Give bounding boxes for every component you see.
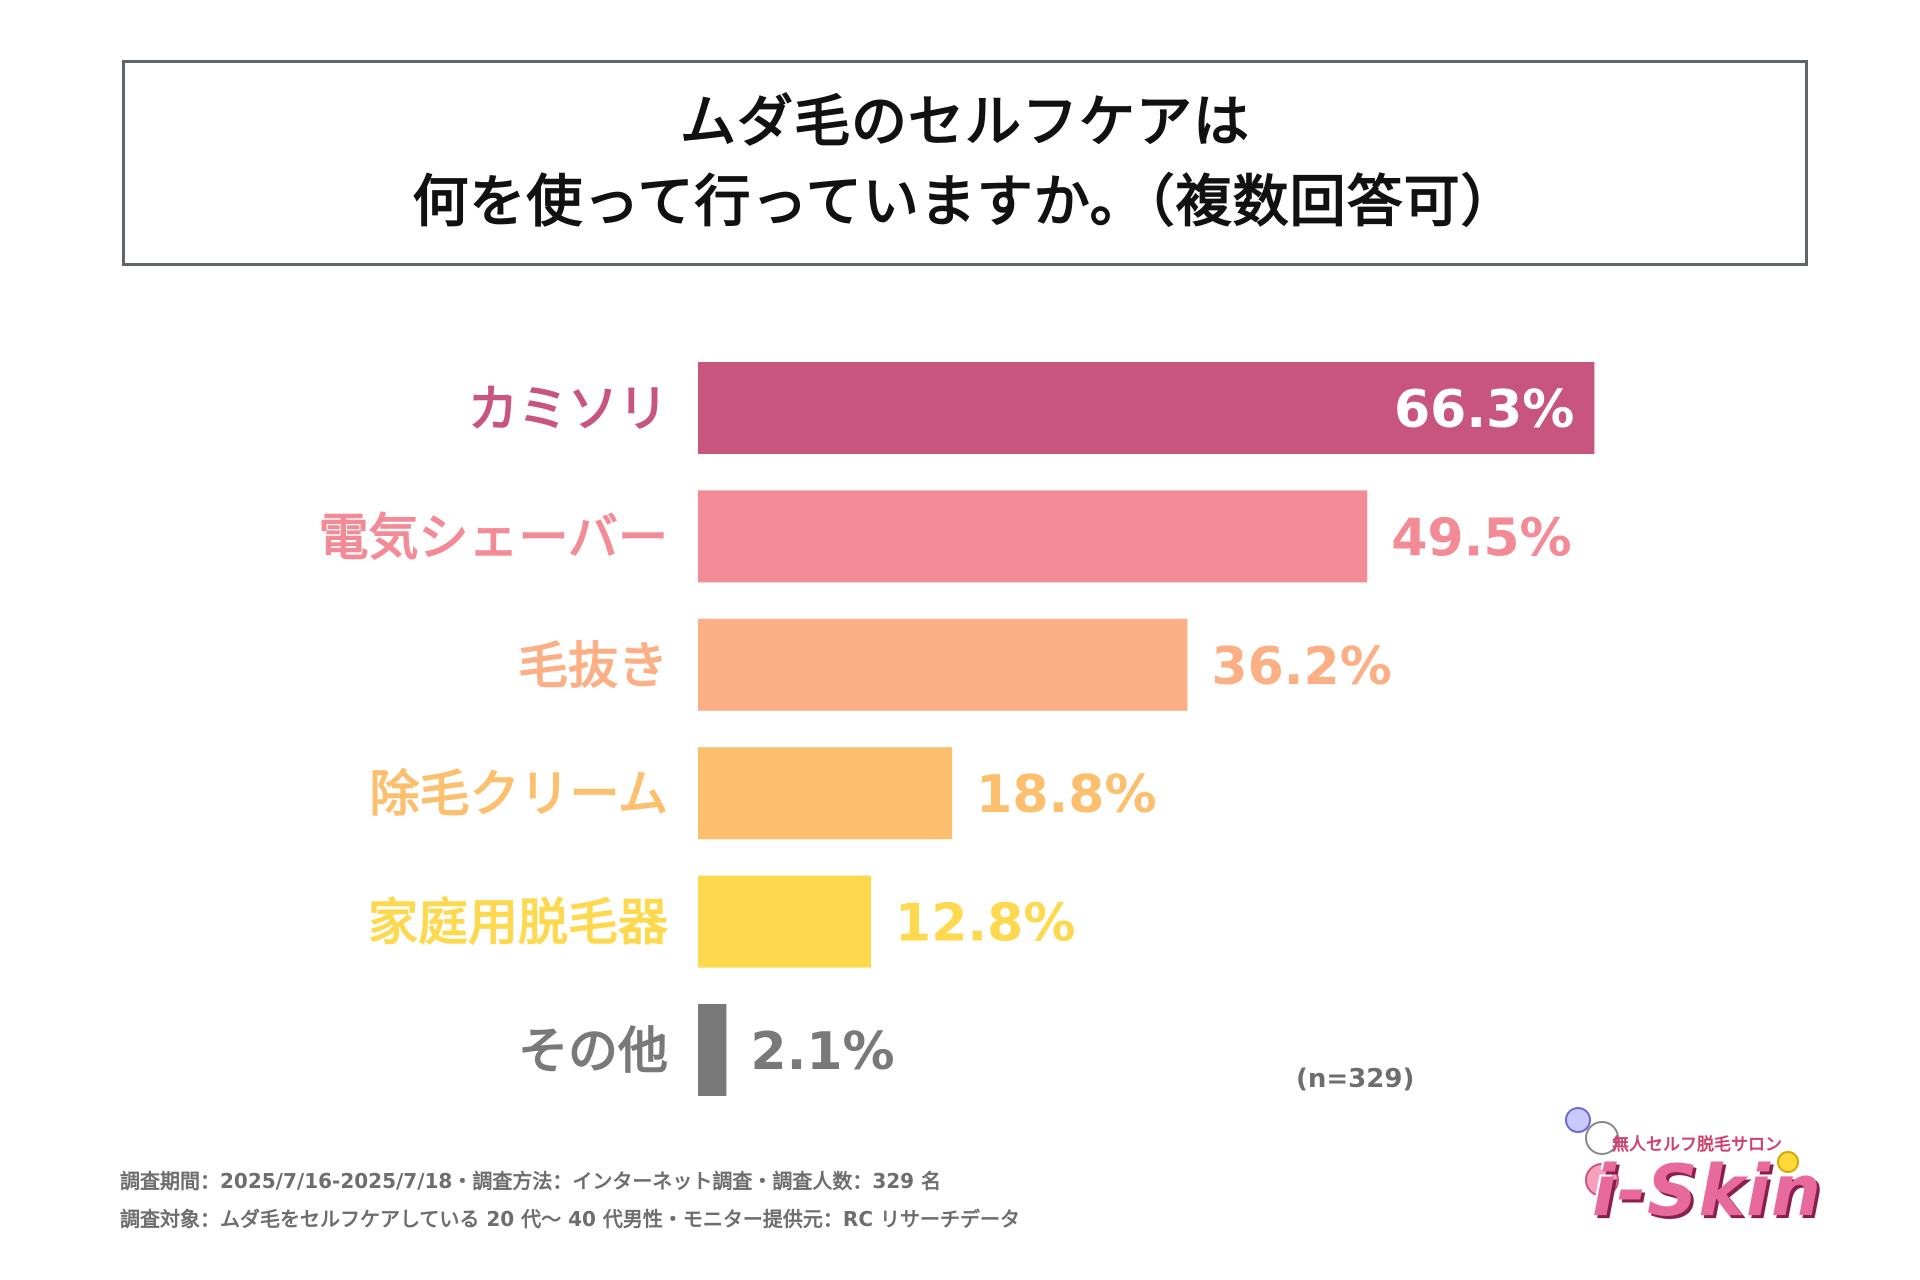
bar-chart: カミソリ 66.3% 電気シェーバー 49.5% 毛抜き 36.2% 除毛クリーム 18.8%…: [319, 362, 1595, 1096]
category-label-5: その他: [518, 1022, 668, 1080]
value-label-2: 36.2%: [1211, 637, 1391, 697]
bar-2: [698, 618, 1188, 711]
bar-5: [698, 1004, 727, 1096]
bar-4: [698, 875, 872, 968]
value-label-4: 12.8%: [895, 894, 1075, 954]
cat-mascot-icon: [1565, 1107, 1799, 1197]
category-label-4: 家庭用脱毛器: [368, 894, 669, 952]
category-label-3: 除毛クリーム: [370, 765, 669, 823]
bar-1: [698, 490, 1368, 583]
category-label-0: カミソリ: [468, 380, 668, 438]
brand-logo: [1560, 1098, 1820, 1238]
value-label-0: 66.3%: [1394, 380, 1574, 440]
title-line-1: ムダ毛のセルフケアは: [680, 90, 1250, 155]
title-box: ムダ毛のセルフケアは 何を使って行っていますか。（複数回答可）: [122, 60, 1808, 266]
title-line-2: 何を使って行っていますか。（複数回答可）: [412, 170, 1518, 235]
bar-3: [698, 747, 953, 840]
value-label-5: 2.1%: [750, 1022, 894, 1082]
value-label-1: 49.5%: [1391, 508, 1571, 568]
category-label-2: 毛抜き: [518, 637, 668, 695]
logo-text: i-Skin: [1592, 1150, 1822, 1232]
footer-survey-period: 調査期間：2025/7/16-2025/7/18・調査方法：インターネット調査・…: [120, 1169, 942, 1193]
sample-size: (n=329): [1296, 1064, 1415, 1094]
value-label-3: 18.8%: [976, 765, 1156, 825]
logo-subtitle: 無人セルフ脱毛サロン: [1612, 1135, 1782, 1155]
bar-0: [698, 362, 1595, 454]
footer-survey-target: 調査対象：ムダ毛をセルフケアしている 20 代〜 40 代男性・モニター提供元：…: [120, 1207, 1020, 1231]
category-label-1: 電気シェーバー: [319, 508, 669, 566]
